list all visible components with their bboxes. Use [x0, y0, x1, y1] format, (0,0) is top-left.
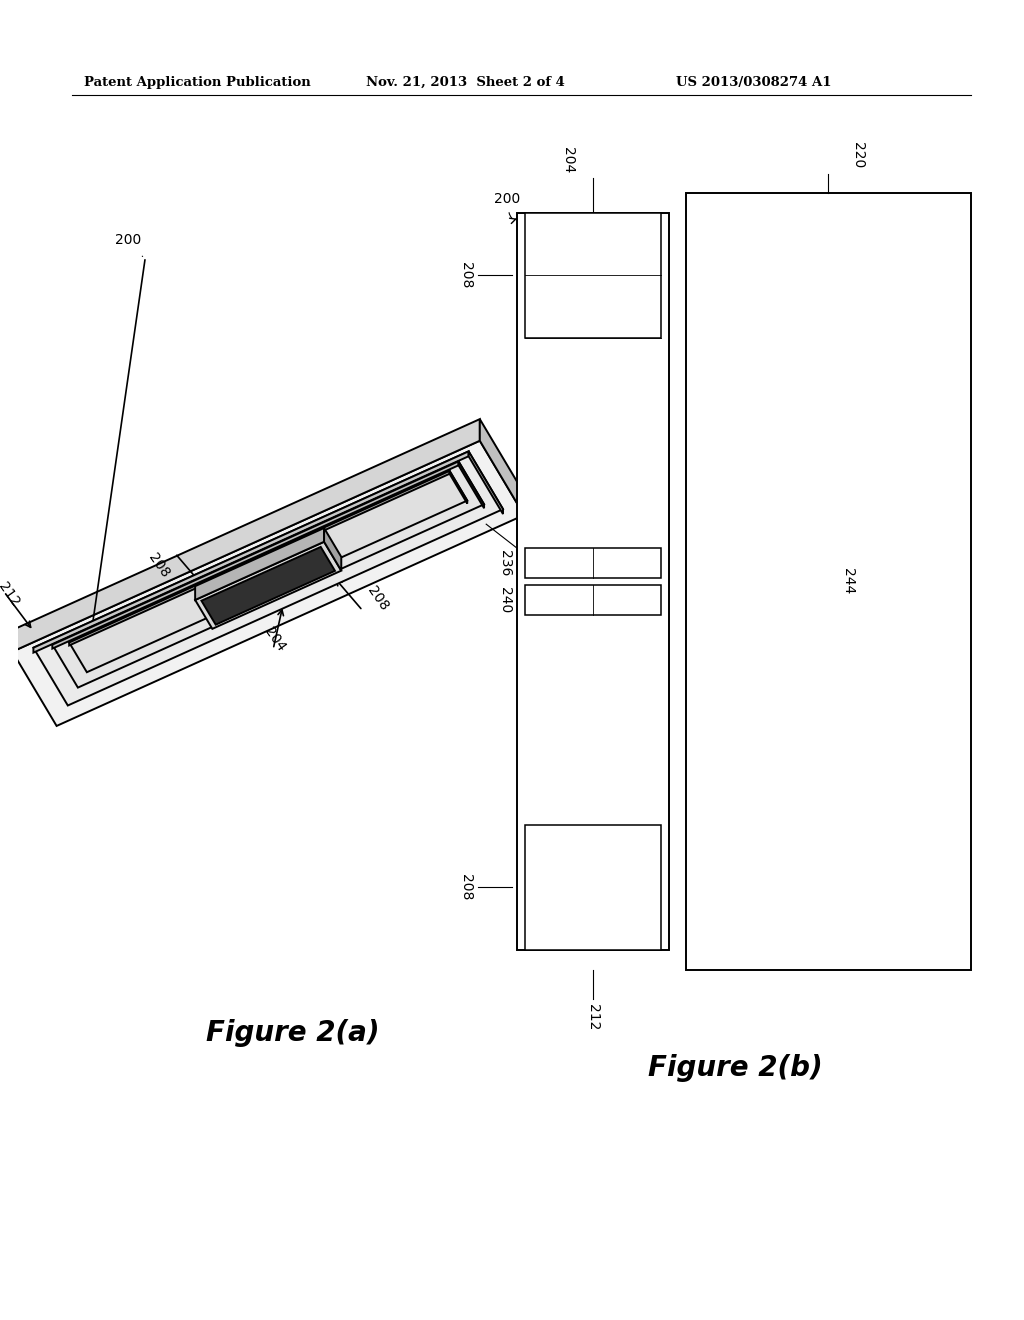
Text: 200: 200: [495, 191, 520, 206]
Polygon shape: [12, 420, 480, 652]
Polygon shape: [196, 541, 341, 628]
Text: 208: 208: [459, 874, 473, 900]
Polygon shape: [469, 451, 503, 513]
Bar: [524, 548, 662, 578]
Bar: [524, 825, 662, 950]
Text: 236: 236: [498, 549, 512, 576]
Text: 204: 204: [262, 624, 289, 655]
Text: 244: 244: [841, 568, 855, 594]
Text: 208: 208: [459, 263, 473, 289]
Text: 240: 240: [498, 586, 512, 612]
Bar: [517, 213, 670, 950]
Polygon shape: [459, 462, 484, 508]
Text: 212: 212: [0, 579, 23, 610]
Polygon shape: [202, 546, 335, 624]
Text: 208: 208: [145, 550, 172, 579]
Polygon shape: [480, 420, 524, 515]
Text: Nov. 21, 2013  Sheet 2 of 4: Nov. 21, 2013 Sheet 2 of 4: [367, 75, 565, 88]
Polygon shape: [196, 528, 324, 601]
Polygon shape: [52, 462, 484, 688]
Text: 220: 220: [536, 543, 565, 565]
Polygon shape: [52, 462, 459, 648]
Polygon shape: [12, 441, 524, 726]
Polygon shape: [34, 451, 503, 705]
Text: 200: 200: [115, 234, 140, 247]
Polygon shape: [324, 528, 341, 570]
Polygon shape: [450, 471, 467, 503]
Polygon shape: [34, 451, 469, 652]
Text: Figure 2(b): Figure 2(b): [648, 1053, 822, 1082]
Text: 212: 212: [586, 1005, 600, 1031]
Polygon shape: [70, 471, 467, 672]
Bar: [524, 585, 662, 615]
Bar: [686, 193, 971, 970]
Text: Patent Application Publication: Patent Application Publication: [84, 75, 311, 88]
Text: 208: 208: [365, 583, 391, 614]
Text: 220: 220: [851, 143, 865, 169]
Text: 204: 204: [561, 148, 575, 173]
Bar: [524, 213, 662, 338]
Text: US 2013/0308274 A1: US 2013/0308274 A1: [676, 75, 831, 88]
Polygon shape: [70, 471, 450, 645]
Text: Figure 2(a): Figure 2(a): [206, 1019, 380, 1048]
